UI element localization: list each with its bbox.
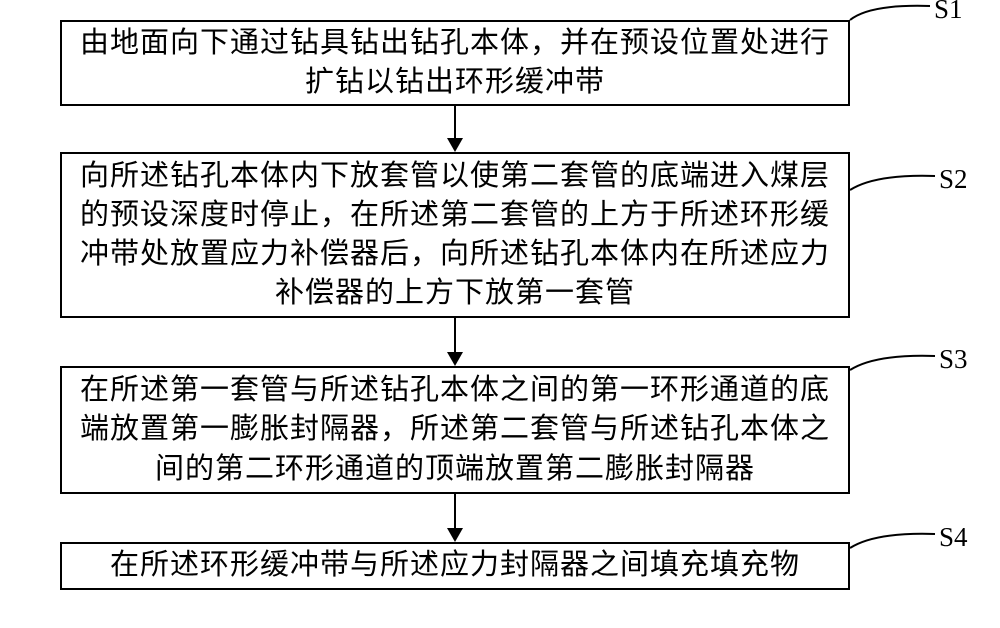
- step-text-s2: 向所述钻孔本体内下放套管以使第二套管的底端进入煤层的预设深度时停止，在所述第二套…: [72, 157, 838, 314]
- step-box-s3: 在所述第一套管与所述钻孔本体之间的第一环形通道的底端放置第一膨胀封隔器，所述第二…: [60, 366, 850, 494]
- step-text-s4: 在所述环形缓冲带与所述应力封隔器之间填充填充物: [110, 546, 800, 585]
- arrow-head-s2-s3: [447, 352, 463, 366]
- step-text-s1: 由地面向下通过钻具钻出钻孔本体，并在预设位置处进行扩钻以钻出环形缓冲带: [72, 24, 838, 102]
- step-box-s1: 由地面向下通过钻具钻出钻孔本体，并在预设位置处进行扩钻以钻出环形缓冲带: [60, 20, 850, 106]
- step-label-s2: S2: [939, 164, 968, 195]
- step-label-s1: S1: [934, 0, 963, 25]
- flowchart-canvas: 由地面向下通过钻具钻出钻孔本体，并在预设位置处进行扩钻以钻出环形缓冲带 S1 向…: [0, 0, 1000, 623]
- arrow-head-s1-s2: [447, 138, 463, 152]
- arrow-s3-s4: [454, 494, 456, 528]
- arrow-head-s3-s4: [447, 528, 463, 542]
- step-box-s4: 在所述环形缓冲带与所述应力封隔器之间填充填充物: [60, 542, 850, 590]
- step-label-s3: S3: [939, 344, 968, 375]
- arrow-s1-s2: [454, 106, 456, 138]
- arrow-s2-s3: [454, 318, 456, 352]
- step-box-s2: 向所述钻孔本体内下放套管以使第二套管的底端进入煤层的预设深度时停止，在所述第二套…: [60, 152, 850, 318]
- step-text-s3: 在所述第一套管与所述钻孔本体之间的第一环形通道的底端放置第一膨胀封隔器，所述第二…: [72, 371, 838, 488]
- step-label-s4: S4: [939, 522, 968, 553]
